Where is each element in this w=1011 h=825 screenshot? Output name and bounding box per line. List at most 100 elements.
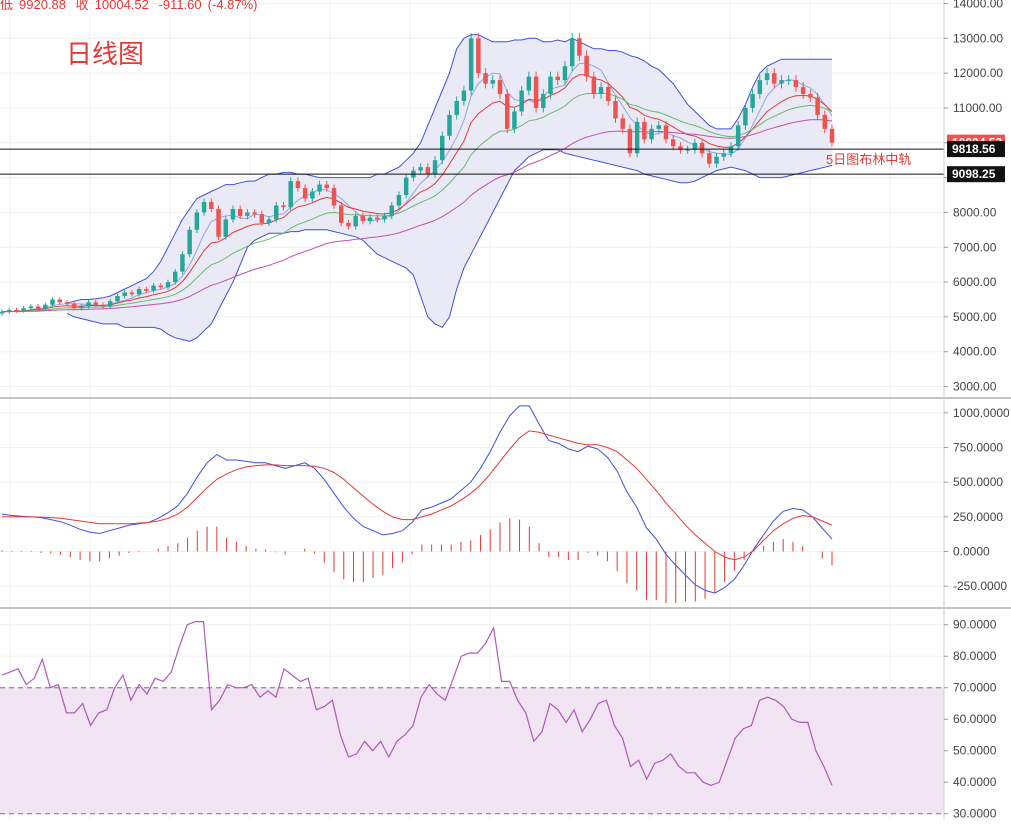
- candle-body: [115, 296, 120, 302]
- candle-body: [375, 217, 380, 220]
- chart-title: 日线图: [66, 39, 145, 69]
- y-tick-label: 40.0000: [953, 775, 997, 789]
- candle-body: [721, 153, 726, 157]
- candle-body: [230, 208, 236, 220]
- level2-price-tag: 9098.25: [952, 167, 996, 181]
- candle-body: [209, 201, 214, 209]
- candle-body: [310, 191, 315, 199]
- candle-body: [656, 125, 662, 129]
- candle-body: [245, 212, 250, 216]
- candle-body: [764, 73, 770, 81]
- candle-body: [295, 181, 301, 189]
- candle-body: [216, 208, 221, 237]
- change-percent: (-4.87%): [207, 0, 258, 12]
- macd-line: [1, 405, 833, 594]
- candle-body: [403, 177, 409, 196]
- candle-body: [606, 87, 611, 101]
- candle-body: [64, 302, 70, 304]
- candle-body: [28, 306, 34, 309]
- candle-body: [172, 271, 178, 283]
- candle-body: [346, 222, 351, 227]
- y-tick-label: 0.0000: [953, 545, 990, 559]
- candle-body: [692, 142, 698, 150]
- candle-body: [555, 76, 560, 81]
- candle-body: [425, 167, 431, 175]
- candle-body: [461, 90, 467, 101]
- candle-body: [136, 289, 142, 295]
- candle-body: [786, 80, 791, 82]
- candle-body: [331, 188, 337, 206]
- ma-red-line: [1, 74, 833, 313]
- candle-body: [829, 128, 835, 143]
- rsi-band-fill: [0, 687, 944, 814]
- candle-body: [584, 55, 589, 77]
- candle-body: [144, 289, 149, 291]
- y-tick-label: 50.0000: [953, 744, 997, 758]
- candle-body: [743, 107, 748, 126]
- bollinger-upper-line: [66, 34, 832, 304]
- candle-body: [353, 215, 358, 227]
- candle-body: [396, 195, 402, 206]
- y-tick-label: 12000.00: [953, 66, 1003, 80]
- candle-body: [613, 100, 618, 119]
- candle-body: [367, 217, 373, 222]
- candle-body: [512, 111, 517, 129]
- candle-body: [779, 80, 784, 84]
- candle-body: [274, 205, 279, 220]
- candle-body: [302, 188, 308, 199]
- candle-body: [389, 205, 394, 216]
- candle-body: [504, 94, 510, 129]
- low-value: 9920.88: [19, 0, 67, 12]
- candle-body: [663, 125, 669, 140]
- bollinger-lower-line: [66, 149, 833, 342]
- y-tick-label: 90.0000: [953, 618, 997, 632]
- candle-body: [252, 212, 257, 215]
- candle-body: [634, 121, 640, 154]
- candle-body: [187, 229, 192, 255]
- candle-body: [598, 87, 604, 95]
- signal-line: [2, 430, 833, 561]
- candle-body: [815, 97, 820, 115]
- candle-body: [454, 100, 459, 115]
- candle-body: [772, 73, 777, 84]
- ohlc-header: 低 9920.88 收 10004.52 -911.60 (-4.87%): [0, 0, 264, 13]
- y-tick-label: 3000.00: [953, 380, 997, 394]
- y-tick-label: 500.0000: [953, 475, 1003, 489]
- y-tick-label: 250.0000: [953, 510, 1003, 524]
- candle-body: [699, 142, 705, 154]
- candle-body: [108, 301, 113, 307]
- close-value: 10004.52: [94, 0, 149, 12]
- candle-body: [822, 114, 828, 129]
- candle-body: [620, 118, 625, 129]
- candle-body: [43, 304, 48, 309]
- y-tick-label: -250.0000: [953, 579, 1007, 593]
- y-tick-label: 11000.00: [953, 101, 1002, 115]
- y-tick-label: 4000.00: [953, 345, 997, 359]
- candle-body: [194, 212, 200, 230]
- candle-body: [151, 285, 156, 291]
- close-label: 收: [75, 0, 89, 12]
- candle-body: [158, 285, 164, 288]
- candle-body: [548, 76, 553, 95]
- candle-body: [35, 306, 41, 309]
- candle-body: [707, 153, 712, 164]
- candle-body: [541, 94, 546, 108]
- candle-body: [497, 80, 503, 95]
- candle-body: [533, 76, 539, 108]
- candle-body: [324, 184, 330, 189]
- candle-body: [728, 146, 734, 154]
- y-tick-label: 30.0000: [953, 807, 997, 820]
- candle-body: [288, 181, 293, 208]
- candle-body: [317, 184, 322, 192]
- candle-body: [223, 219, 228, 237]
- candle-body: [14, 309, 19, 311]
- candle-body: [714, 156, 719, 164]
- candle-body: [418, 167, 423, 171]
- candle-body: [432, 160, 438, 175]
- candle-body: [526, 76, 532, 91]
- candle-body: [122, 292, 127, 297]
- candle-body: [129, 292, 135, 295]
- candle-body: [483, 73, 488, 84]
- candle-body: [447, 114, 452, 136]
